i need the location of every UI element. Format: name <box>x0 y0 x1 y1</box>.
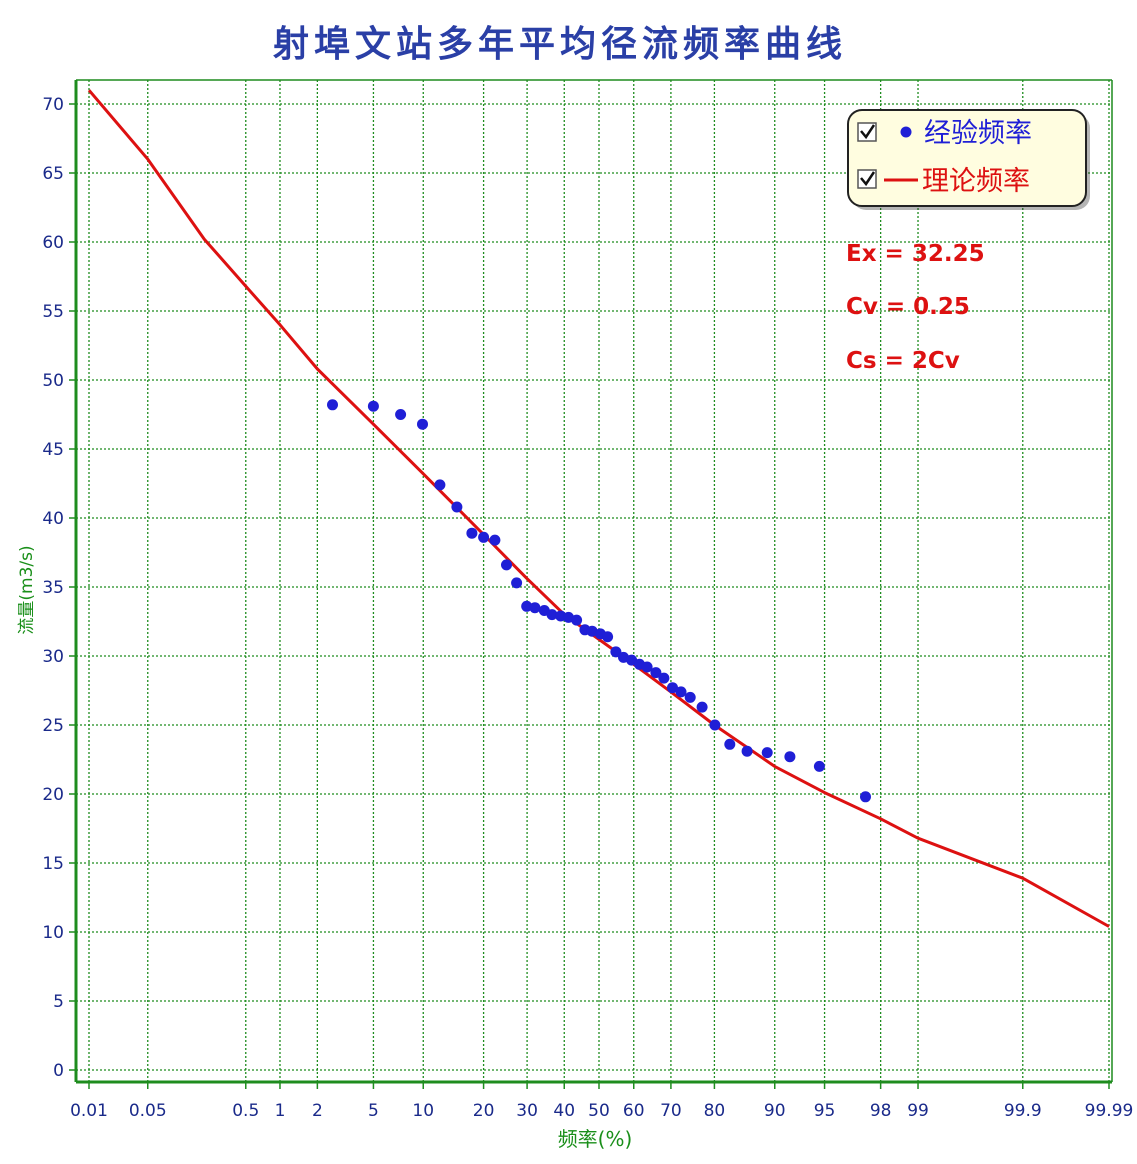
y-tick-label: 60 <box>42 233 64 253</box>
x-tick-label: 70 <box>660 1101 682 1121</box>
y-tick-label: 55 <box>42 302 64 322</box>
empirical-point <box>417 418 428 430</box>
x-tick-label: 5 <box>368 1101 379 1121</box>
y-tick-label: 65 <box>42 164 64 184</box>
y-tick-label: 20 <box>42 785 64 805</box>
empirical-point <box>675 686 687 698</box>
empirical-point <box>367 400 379 412</box>
empirical-point <box>478 531 490 543</box>
legend-label-theory: 理论频率 <box>922 166 1030 197</box>
empirical-point <box>667 682 678 694</box>
empirical-point <box>521 600 533 612</box>
empirical-point <box>466 527 478 539</box>
x-tick-label: 30 <box>516 1101 538 1121</box>
x-tick-label: 60 <box>623 1101 645 1121</box>
y-axis-label: 流量(m3/s) <box>17 545 37 634</box>
x-tick-label: 2 <box>312 1101 323 1121</box>
y-tick-label: 30 <box>42 647 64 667</box>
empirical-point <box>684 691 696 703</box>
empirical-point <box>610 646 622 658</box>
y-tick-labels: 0 5 10 15 20 25 30 35 40 45 50 55 60 65 70 <box>42 95 76 1081</box>
x-tick-label: 99.9 <box>1004 1101 1042 1121</box>
checkmark-icon <box>860 171 876 187</box>
parameter-annotations: Ex = 32.25 Cv = 0.25 Cs = 2Cv <box>846 241 985 374</box>
x-tick-label: 10 <box>412 1101 434 1121</box>
y-tick-label: 15 <box>42 854 64 874</box>
x-tick-label: 80 <box>704 1101 726 1121</box>
x-tick-label: 99.99 <box>1085 1101 1134 1121</box>
empirical-point <box>434 479 446 491</box>
x-tick-label: 0.05 <box>129 1101 167 1121</box>
legend: 经验频率 理论频率 <box>847 109 1090 210</box>
empirical-point <box>641 661 653 673</box>
empirical-point <box>571 614 583 626</box>
x-axis-label: 频率(%) <box>558 1127 633 1151</box>
empirical-point <box>546 609 558 621</box>
x-tick-label: 20 <box>473 1101 495 1121</box>
empirical-point <box>489 534 501 546</box>
y-tick-label: 35 <box>42 578 64 598</box>
axes <box>74 80 1112 1084</box>
y-tick-label: 70 <box>42 95 64 115</box>
empirical-point <box>709 719 721 731</box>
empirical-point <box>784 751 796 763</box>
empirical-point <box>501 559 512 571</box>
x-tick-label: 90 <box>764 1101 786 1121</box>
empirical-point <box>327 399 338 411</box>
empirical-point <box>511 577 523 589</box>
empirical-point <box>813 760 825 772</box>
checkmark-icon <box>860 124 876 140</box>
empirical-point <box>761 747 773 759</box>
chart-title: 射埠文站多年平均径流频率曲线 <box>273 24 847 65</box>
legend-label-empirical: 经验频率 <box>924 118 1032 149</box>
x-tick-label: 98 <box>870 1101 892 1121</box>
empirical-point <box>586 625 598 637</box>
empirical-point <box>724 738 736 750</box>
legend-point-marker <box>900 126 912 138</box>
empirical-point <box>451 501 463 513</box>
annotation-ex: Ex = 32.25 <box>846 241 985 267</box>
y-tick-label: 25 <box>42 716 64 736</box>
y-tick-label: 45 <box>42 440 64 460</box>
empirical-point <box>741 745 753 757</box>
x-tick-label: 0.5 <box>232 1101 259 1121</box>
y-tick-label: 5 <box>53 992 64 1012</box>
empirical-point <box>658 672 670 684</box>
x-tick-label: 99 <box>907 1101 929 1121</box>
empirical-point <box>696 701 708 713</box>
x-tick-labels: 0.01 0.05 0.5 1 2 5 10 20 30 40 50 60 70 80 90 95 98 99 99… <box>70 1082 1133 1121</box>
annotation-cs: Cs = 2Cv <box>846 348 960 374</box>
legend-item-empirical[interactable]: 经验频率 <box>857 118 1032 149</box>
empirical-points-layer <box>327 399 871 803</box>
x-tick-label: 95 <box>814 1101 836 1121</box>
y-tick-label: 40 <box>42 509 64 529</box>
y-tick-label: 0 <box>53 1061 64 1081</box>
empirical-point <box>602 631 614 643</box>
x-tick-label: 0.01 <box>70 1101 108 1121</box>
grid <box>76 79 1113 1082</box>
x-tick-label: 1 <box>275 1101 286 1121</box>
annotation-cv: Cv = 0.25 <box>846 294 970 320</box>
empirical-point <box>860 791 871 803</box>
x-tick-label: 50 <box>588 1101 610 1121</box>
x-tick-label: 40 <box>553 1101 575 1121</box>
legend-item-theory[interactable]: 理论频率 <box>857 166 1030 197</box>
empirical-point <box>650 667 662 679</box>
y-tick-label: 50 <box>42 371 64 391</box>
empirical-point <box>395 409 407 420</box>
y-tick-label: 10 <box>42 923 64 943</box>
empirical-point <box>529 602 541 614</box>
